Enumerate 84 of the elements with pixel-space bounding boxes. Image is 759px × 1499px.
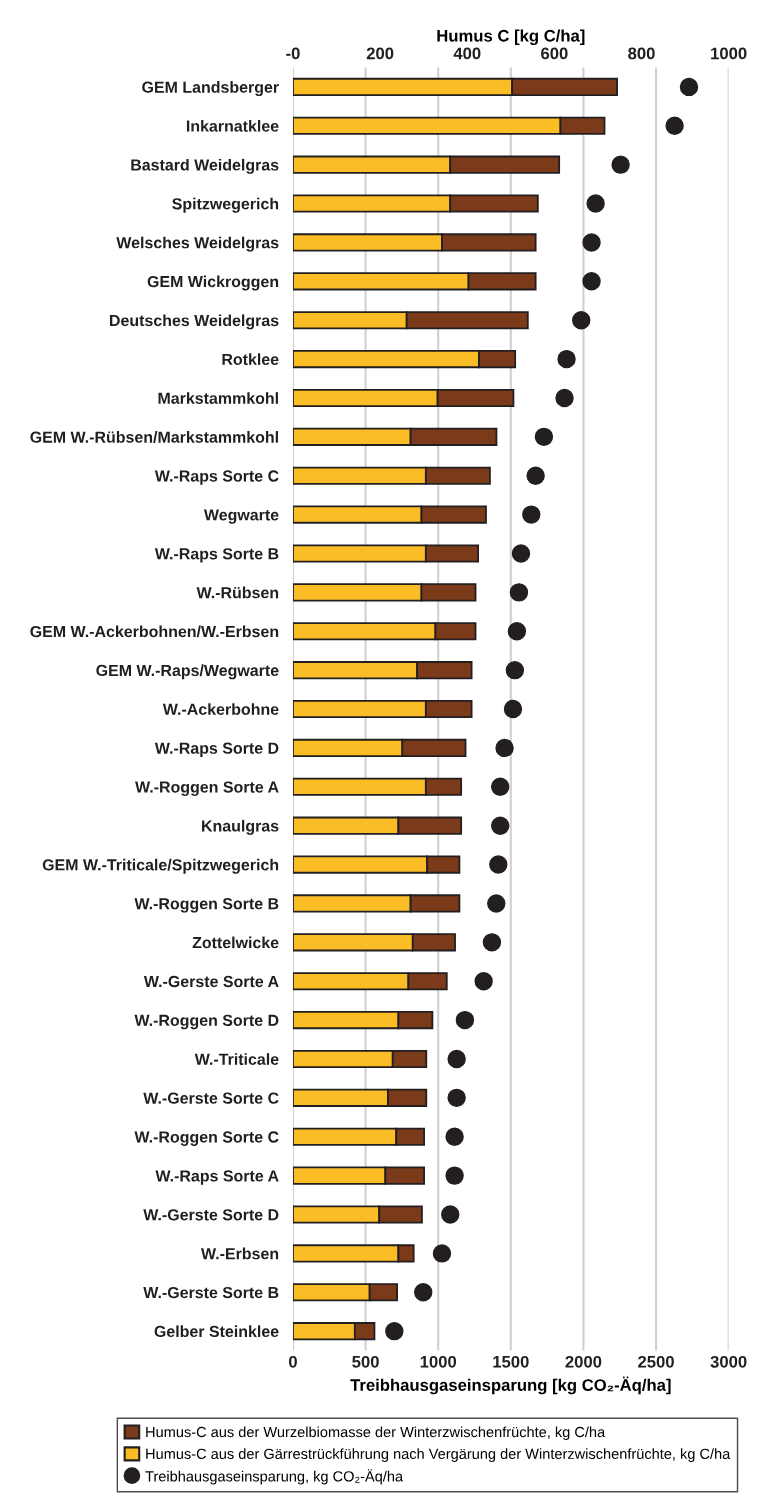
y-tick-label: GEM W.-Raps/Wegwarte bbox=[96, 664, 279, 680]
point bbox=[385, 1321, 404, 1341]
y-tick-label: Markstammkohl bbox=[158, 392, 278, 404]
legend-label: Humus-C aus der Wurzelbiomasse der Winterzwischenfrüchte, kg C/ha bbox=[146, 1426, 606, 1441]
point bbox=[611, 155, 630, 174]
legend-label: Humus-C aus der Gärrestrückführung nach Vergärung der Winterzwischenfrüchte, kg C/ha bbox=[146, 1448, 731, 1462]
point bbox=[482, 933, 502, 952]
y-tick-label: W.-Erbsen bbox=[201, 1247, 279, 1260]
y-tick-label: GEM W.-Triticale/Spitzwegerich bbox=[42, 858, 279, 874]
x-tick-label: 2500 bbox=[638, 1355, 674, 1368]
point bbox=[586, 194, 605, 213]
y-tick-label: Welsches Weidelgras bbox=[116, 236, 279, 252]
x-axis-title: Treibhausgaseinsparung [kg CO₂-Äq/ha] bbox=[350, 1376, 671, 1395]
point bbox=[582, 233, 601, 252]
y-tick-label: Wegwarte bbox=[203, 509, 279, 524]
point bbox=[572, 310, 591, 330]
point bbox=[447, 1088, 466, 1108]
y-tick-label: Bastard Weidelgras bbox=[131, 158, 279, 174]
point bbox=[526, 466, 545, 485]
point bbox=[441, 1205, 460, 1224]
y-tick-label: W.-Roggen Sorte C bbox=[134, 1131, 279, 1146]
point bbox=[491, 777, 510, 796]
x2-tick-label: 600 bbox=[541, 47, 568, 60]
point bbox=[582, 272, 601, 291]
y-tick-label: GEM W.-Ackerbohnen/W.-Erbsen bbox=[30, 625, 279, 638]
point bbox=[522, 505, 541, 524]
x-tick-label: 3000 bbox=[710, 1355, 747, 1368]
point bbox=[534, 427, 554, 447]
x2-tick-label: 800 bbox=[628, 47, 655, 60]
point bbox=[679, 77, 699, 97]
point bbox=[414, 1283, 433, 1302]
y-tick-label: W.-Rübsen bbox=[196, 586, 279, 599]
y-tick-label: Zottelwicke bbox=[192, 936, 279, 949]
y-tick-label: W.-Roggen Sorte B bbox=[134, 898, 279, 913]
y-tick-label: Inkarnatklee bbox=[186, 119, 279, 132]
y-tick-label: GEM W.-Rübsen/Markstammkohl bbox=[30, 431, 278, 443]
x-tick-label: 500 bbox=[352, 1355, 379, 1368]
y-tick-label: W.-Raps Sorte C bbox=[154, 470, 279, 485]
y-tick-label: Rotklee bbox=[222, 353, 279, 366]
x-tick-label: 1000 bbox=[420, 1355, 457, 1368]
x2-tick-label: -0 bbox=[286, 47, 300, 60]
point bbox=[432, 1244, 452, 1263]
point bbox=[491, 816, 510, 835]
point bbox=[487, 894, 506, 913]
point bbox=[505, 660, 525, 680]
point bbox=[509, 583, 529, 602]
y-tick-label: W.-Ackerbohne bbox=[162, 703, 279, 715]
point bbox=[447, 1049, 466, 1069]
y-tick-label: W.-Triticale bbox=[194, 1053, 279, 1065]
x2-tick-label: 200 bbox=[366, 47, 394, 60]
point bbox=[474, 972, 493, 991]
x-tick-label: 1500 bbox=[493, 1355, 529, 1368]
x2-axis-title: Humus C [kg C/ha] bbox=[437, 29, 585, 46]
y-tick-label: Spitzwegerich bbox=[172, 197, 279, 213]
x-tick-label: 2000 bbox=[565, 1355, 602, 1368]
point bbox=[455, 1010, 475, 1030]
y-tick-label: Gelber Steinklee bbox=[154, 1325, 279, 1338]
point bbox=[557, 349, 576, 369]
x2-tick-label: 400 bbox=[453, 47, 481, 60]
y-tick-label: W.-Roggen Sorte D bbox=[134, 1014, 279, 1030]
x-tick-label: 0 bbox=[289, 1355, 297, 1368]
y-tick-label: W.-Gerste Sorte B bbox=[143, 1286, 279, 1299]
y-tick-label: W.-Raps Sorte D bbox=[154, 742, 279, 758]
y-tick-label: W.-Raps Sorte B bbox=[154, 548, 279, 563]
legend-label: Treibhausgaseinsparung, kg CO₂-Äq/ha bbox=[145, 1469, 404, 1485]
point bbox=[511, 544, 531, 563]
point bbox=[665, 116, 684, 135]
y-tick-label: GEM Landsberger bbox=[142, 81, 279, 97]
y-tick-label: W.-Gerste Sorte A bbox=[143, 975, 279, 988]
point bbox=[503, 699, 523, 719]
y-tick-label: W.-Gerste Sorte D bbox=[143, 1209, 279, 1221]
y-tick-label: GEM Wickroggen bbox=[147, 275, 279, 291]
point bbox=[495, 738, 514, 758]
y-tick-label: W.-Roggen Sorte A bbox=[135, 781, 279, 796]
y-tick-label: Knaulgras bbox=[202, 819, 279, 835]
point bbox=[507, 622, 527, 641]
x2-tick-label: 1000 bbox=[711, 47, 747, 60]
point bbox=[445, 1127, 464, 1146]
point bbox=[445, 1166, 464, 1185]
y-tick-label: W.-Gerste Sorte C bbox=[143, 1092, 279, 1104]
y-tick-label: W.-Raps Sorte A bbox=[155, 1170, 279, 1185]
point bbox=[555, 388, 574, 408]
y-tick-label: Deutsches Weidelgras bbox=[110, 314, 279, 330]
point bbox=[489, 855, 508, 874]
